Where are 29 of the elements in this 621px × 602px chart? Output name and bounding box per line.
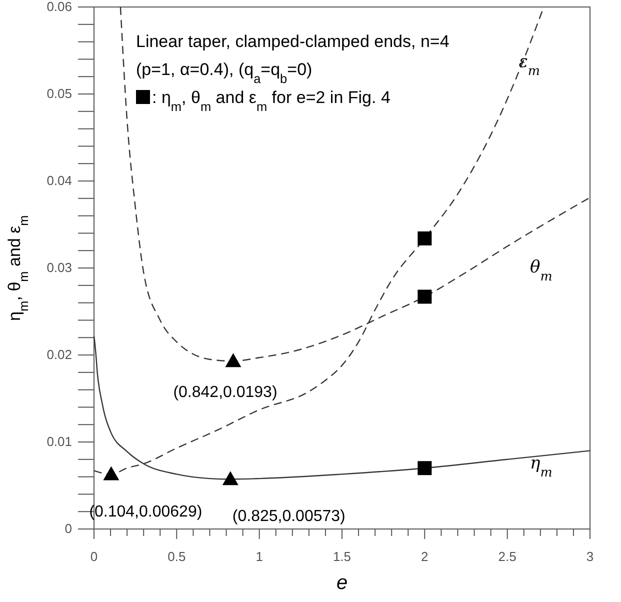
y-tick-label: 0.04 — [46, 173, 72, 188]
point — [222, 471, 238, 486]
point — [418, 231, 432, 246]
annotation: (0.825,0.00573) — [232, 508, 346, 526]
y-tick-label: 0.02 — [46, 347, 72, 362]
y-tick-label: 0.06 — [46, 0, 72, 14]
x-tick-label: 1.5 — [332, 549, 352, 564]
series-label: θ$_{m}$ — [530, 258, 552, 284]
x-tick-label: 2 — [421, 549, 428, 564]
annotation: (p=1, α=0.4), (q$_{a}$=q$_{b}$=0) — [136, 60, 312, 86]
x-tick-label: 0 — [90, 549, 98, 564]
y-tick-label: 0.01 — [46, 434, 72, 449]
x-axis-title: e — [336, 572, 348, 594]
point — [418, 461, 432, 476]
point — [418, 290, 432, 304]
x-tick-label: 2.5 — [498, 549, 516, 564]
series-label: η$_{m}$ — [530, 454, 552, 480]
x-tick-label: 1 — [256, 549, 263, 564]
legend-label: : η$_{m}$, θ$_{m}$ and ε$_{m}$ for e=2 in Fig. 4 — [152, 88, 390, 114]
y-tick-label: 0 — [64, 521, 72, 536]
annotation: (0.842,0.0193) — [173, 384, 278, 402]
y-tick-label: 0.03 — [46, 260, 72, 275]
x-tick-label: 3 — [586, 549, 594, 564]
point — [103, 466, 120, 480]
series-label: ε$_{m}$ — [518, 52, 540, 78]
annotation: Linear taper, clamped-clamped ends, n=4 — [136, 32, 450, 51]
point — [225, 353, 242, 368]
y-tick-label: 0.05 — [46, 86, 72, 101]
x-tick-label: 0.5 — [168, 549, 186, 564]
